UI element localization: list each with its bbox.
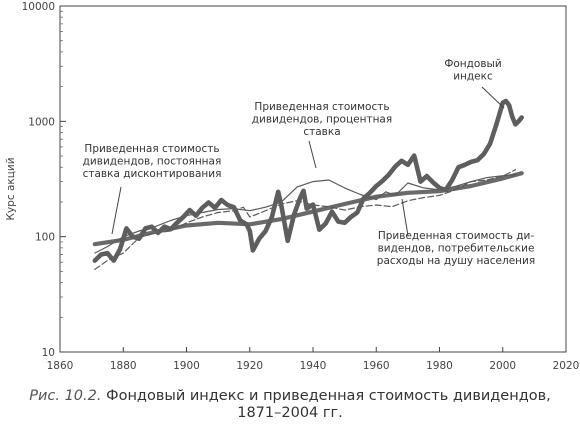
annotation-pv-interest-rate: дивидендов, процентная xyxy=(252,114,392,126)
y-tick-label: 10000 xyxy=(22,1,55,13)
x-tick-label: 1880 xyxy=(110,360,137,372)
annotation-pv-constant-rate: Приведенная стоимость xyxy=(84,143,219,155)
y-tick-label: 10 xyxy=(42,347,55,359)
y-tick-label: 100 xyxy=(35,232,55,244)
x-tick-label: 2000 xyxy=(489,360,516,372)
annotation-pv-consumption: расходы на душу населения xyxy=(377,255,535,267)
leader-pv-consumption xyxy=(401,198,409,237)
axes: 1860 1880 1900 1920 1940 1960 1980 2000 2020 10 10… xyxy=(5,1,579,372)
x-tick-label: 1900 xyxy=(173,360,200,372)
plot-area xyxy=(92,98,524,270)
annotation-pv-interest-rate: ставка xyxy=(303,126,340,138)
annotation-pv-constant-rate: дивидендов, постоянная xyxy=(83,156,222,168)
chart: 1860 1880 1900 1920 1940 1960 1980 2000 2020 10 10… xyxy=(5,1,579,372)
x-tick-label: 1940 xyxy=(300,360,327,372)
annotation-pv-constant-rate: ставка дисконтирования xyxy=(83,168,222,180)
figure-caption: Рис. 10.2. Фондовый индекс и приведенная… xyxy=(0,388,580,422)
caption-text: Фондовый индекс и приведенная стоимость … xyxy=(101,388,551,404)
leader-pv-interest-rate xyxy=(308,140,317,169)
x-tick-label: 1920 xyxy=(236,360,263,372)
annotation-pv-consumption: Приведенная стоимость ди- xyxy=(378,230,535,242)
y-tick-label: 1000 xyxy=(28,116,55,128)
caption-lead: Рис. 10.2. xyxy=(29,388,102,404)
annotation-stock-index: индекс xyxy=(453,71,493,83)
leader-stock-index xyxy=(481,86,505,109)
y-axis-label: Курс акций xyxy=(5,157,17,220)
x-tick-label: 1860 xyxy=(47,360,74,372)
leader-pv-constant-rate xyxy=(111,186,122,235)
annotation-pv-interest-rate: Приведенная стоимость xyxy=(254,101,389,113)
annotation-pv-consumption: видендов, потребительские xyxy=(378,243,535,255)
x-tick-label: 1960 xyxy=(363,360,390,372)
x-tick-label: 2020 xyxy=(553,360,580,372)
series-stock-index xyxy=(92,98,524,263)
annotation-stock-index: Фондовый xyxy=(444,58,501,70)
x-tick-label: 1980 xyxy=(426,360,453,372)
caption-years: 1871–2004 гг. xyxy=(237,405,343,421)
